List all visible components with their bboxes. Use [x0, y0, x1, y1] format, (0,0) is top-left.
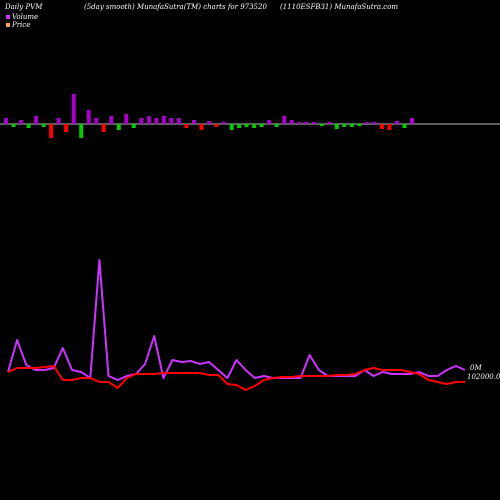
volume-bar	[349, 124, 354, 127]
volume-bar	[71, 94, 76, 124]
volume-bar	[86, 110, 91, 124]
volume-bar	[199, 124, 204, 130]
chart-header-left: Daily PVM	[5, 3, 43, 11]
volume-bar	[395, 121, 399, 124]
volume-bars	[4, 94, 414, 138]
volume-bar	[146, 116, 151, 124]
volume-bar	[139, 118, 144, 124]
volume-bar	[192, 120, 196, 124]
volume-bar	[304, 122, 309, 124]
volume-line	[7, 259, 466, 381]
right-label-volume: 0M	[470, 364, 482, 372]
volume-bar	[124, 114, 129, 124]
volume-bar	[387, 124, 392, 130]
volume-bar	[64, 124, 69, 132]
volume-bar	[11, 124, 16, 127]
volume-bar	[259, 124, 264, 127]
volume-bar	[161, 116, 166, 124]
volume-bar	[402, 124, 407, 128]
volume-bar	[109, 116, 114, 124]
volume-bar	[282, 116, 287, 124]
volume-bar	[237, 124, 242, 128]
volume-bar	[244, 124, 249, 127]
volume-bar	[214, 124, 219, 127]
volume-bar	[41, 124, 46, 127]
volume-bar	[26, 124, 31, 128]
volume-bar	[357, 124, 362, 126]
volume-bar	[34, 116, 39, 124]
volume-bar	[342, 124, 347, 127]
legend-price: Price	[6, 21, 30, 29]
legend-price-label: Price	[12, 21, 31, 29]
volume-bar	[4, 118, 8, 124]
volume-bar	[154, 118, 159, 124]
volume-bar	[94, 118, 99, 124]
volume-bar	[19, 120, 23, 124]
legend-volume-swatch	[6, 15, 10, 19]
volume-bar	[56, 118, 61, 124]
volume-bar	[79, 124, 84, 138]
chart-header-right: (1110ESFB31) MunafaSutra.com	[280, 3, 399, 11]
volume-bar	[372, 122, 377, 124]
right-label-price: 102000.00	[467, 373, 500, 381]
legend-volume: Volume	[6, 13, 38, 21]
volume-bar	[184, 124, 189, 128]
volume-bar	[131, 124, 136, 128]
legend-price-swatch	[6, 23, 10, 27]
volume-bar	[319, 124, 324, 126]
volume-bar	[267, 120, 272, 124]
volume-bar	[334, 124, 339, 129]
volume-bar	[169, 118, 174, 124]
volume-bar	[364, 122, 369, 124]
volume-bar	[176, 118, 181, 124]
volume-bar	[49, 124, 54, 138]
volume-bar	[222, 122, 226, 124]
volume-bar	[289, 120, 294, 124]
volume-bar	[116, 124, 121, 130]
volume-bar	[312, 122, 317, 124]
volume-bar	[207, 121, 211, 124]
legend-volume-label: Volume	[12, 13, 39, 21]
chart-header-middle: (5day smooth) MunafaSutra(TM) charts for…	[84, 3, 267, 11]
volume-bar	[327, 122, 332, 124]
volume-bar	[410, 118, 414, 124]
volume-bar	[297, 122, 302, 124]
volume-bar	[229, 124, 234, 130]
price-volume-lines	[7, 259, 466, 391]
volume-bar	[274, 124, 279, 127]
volume-bar	[379, 124, 384, 129]
volume-bar	[101, 124, 106, 132]
volume-bar	[252, 124, 257, 128]
price-line	[7, 365, 465, 391]
